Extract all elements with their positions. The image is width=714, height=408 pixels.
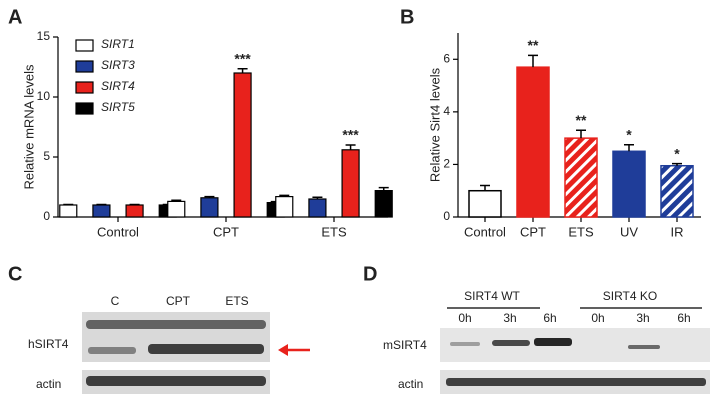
bar	[233, 72, 252, 218]
legend-label: SIRT5	[101, 100, 135, 114]
y-tick-label: 2	[443, 157, 450, 171]
y-tick-label: 10	[37, 89, 51, 103]
band	[86, 376, 266, 386]
x-tick-label: UV	[620, 224, 638, 239]
significance: **	[528, 37, 539, 53]
bar	[374, 190, 393, 218]
bar	[341, 149, 360, 218]
lane-label: CPT	[166, 294, 191, 308]
blot-membrane	[440, 328, 710, 362]
lane-label: 6h	[543, 311, 556, 325]
bar	[125, 204, 144, 218]
bar	[200, 197, 219, 218]
bar	[92, 204, 111, 218]
lane-label: 0h	[458, 311, 471, 325]
error-bar	[378, 186, 389, 191]
y-tick-label: 6	[443, 51, 450, 65]
row-label: hSIRT4	[28, 337, 69, 351]
arrow-head	[278, 344, 288, 356]
y-tick-label: 0	[443, 209, 450, 223]
significance: **	[576, 112, 587, 128]
blot-d: SIRT4 WT SIRT4 KO 0h 3h 6h 0h 3h 6h mSIR…	[383, 289, 710, 394]
error-bar	[624, 143, 634, 152]
x-tick-label: CPT	[520, 224, 546, 239]
band	[446, 378, 706, 386]
y-axis-label: Relative Sirt4 levels	[427, 67, 442, 182]
error-bar	[279, 194, 290, 197]
lane-label: 3h	[636, 311, 649, 325]
y-tick-label: 0	[43, 209, 50, 223]
band	[534, 338, 572, 346]
lane-label: 3h	[503, 311, 516, 325]
lane-label: 0h	[591, 311, 604, 325]
legend-label: SIRT4	[101, 79, 135, 93]
y-tick-label: 4	[443, 104, 450, 118]
panel-letter: C	[8, 263, 22, 285]
significance: ***	[234, 51, 251, 67]
y-tick-label: 5	[43, 149, 50, 163]
group-label: SIRT4 KO	[603, 289, 657, 303]
band	[86, 320, 266, 329]
error-bar	[576, 129, 586, 139]
error-bar	[480, 184, 490, 191]
error-bar	[672, 162, 682, 166]
significance: *	[626, 126, 632, 142]
y-tick-label: 15	[37, 29, 51, 43]
row-label: mSIRT4	[383, 338, 427, 352]
panel-letter: A	[8, 6, 22, 28]
x-tick-label: Control	[97, 224, 139, 239]
band	[148, 344, 264, 354]
bar	[612, 150, 646, 218]
bar	[660, 164, 694, 218]
significance: ***	[342, 127, 359, 143]
panel-letter: D	[363, 263, 377, 285]
bar	[275, 196, 294, 218]
row-label: actin	[36, 377, 61, 391]
error-bar	[345, 144, 356, 150]
legend-swatch	[75, 39, 94, 52]
x-tick-label: IR	[671, 224, 684, 239]
bar	[59, 204, 78, 218]
bar	[167, 200, 186, 218]
legend-swatch	[75, 81, 94, 94]
bar	[468, 189, 502, 218]
x-tick-label: ETS	[321, 224, 347, 239]
lane-label: C	[111, 294, 120, 308]
bar	[564, 137, 598, 218]
bar	[308, 198, 327, 218]
group-label: SIRT4 WT	[464, 289, 520, 303]
lane-label: 6h	[677, 311, 690, 325]
x-tick-label: CPT	[213, 224, 239, 239]
blot-membrane	[82, 312, 270, 362]
legend-swatch	[75, 60, 94, 73]
y-axis-label: Relative mRNA levels	[21, 64, 36, 189]
error-bar	[312, 196, 323, 199]
band	[450, 342, 480, 346]
band	[88, 347, 136, 354]
error-bar	[528, 54, 538, 68]
legend-swatch	[75, 102, 94, 115]
panel-letter: B	[400, 6, 414, 28]
error-bar	[237, 68, 248, 73]
x-tick-label: Control	[464, 224, 506, 239]
band	[628, 345, 660, 349]
blot-c: C CPT ETS hSIRT4 actin	[28, 294, 310, 394]
legend-label: SIRT3	[101, 58, 135, 72]
error-bar	[171, 199, 182, 202]
legend-label: SIRT1	[101, 37, 135, 51]
lane-label: ETS	[225, 294, 248, 308]
bar	[516, 66, 550, 218]
x-tick-label: ETS	[568, 224, 594, 239]
row-label: actin	[398, 377, 423, 391]
error-bar	[204, 195, 215, 198]
band	[492, 340, 530, 346]
significance: *	[674, 145, 680, 161]
